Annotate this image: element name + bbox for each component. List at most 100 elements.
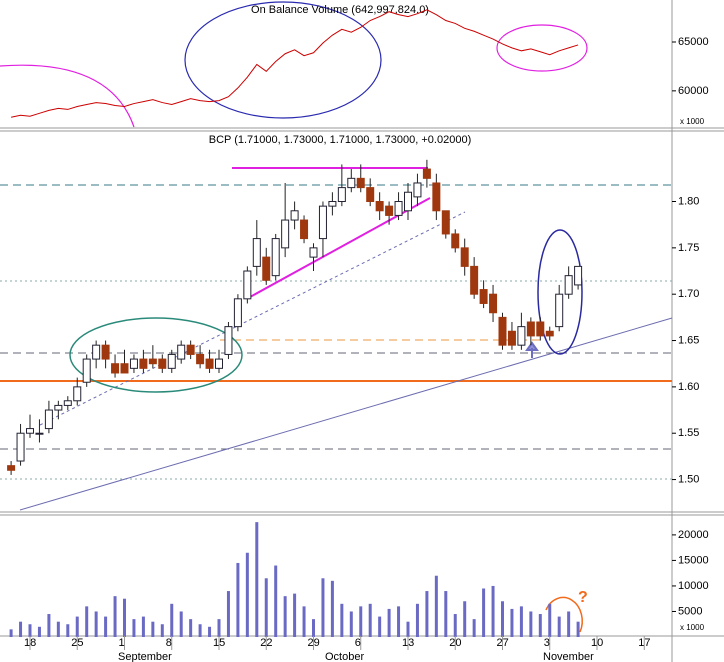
- volume-bar: [179, 611, 183, 637]
- candle-body: [92, 344, 101, 360]
- volume-bar: [236, 562, 240, 637]
- x-tick-label: 20: [449, 637, 461, 649]
- candle-body: [177, 344, 186, 360]
- x-tick-label: 22: [260, 637, 272, 649]
- candle-body: [460, 247, 469, 267]
- volume-bar: [104, 616, 108, 637]
- x-tick-label: 8: [166, 637, 172, 649]
- candle-body: [101, 344, 110, 360]
- volume-bar: [19, 621, 23, 637]
- candle-body: [215, 358, 223, 369]
- candle-body: [167, 353, 176, 369]
- volume-bar: [482, 588, 486, 637]
- volume-bar: [463, 601, 467, 637]
- candle-body: [404, 191, 412, 212]
- y-tick-label: 1.65: [678, 334, 699, 346]
- candle-body: [224, 326, 233, 355]
- candle-body: [196, 353, 205, 365]
- x-tick-label: 25: [71, 637, 83, 649]
- candle-body: [271, 238, 280, 277]
- x-tick-label: 13: [402, 637, 414, 649]
- volume-bar: [538, 614, 542, 637]
- volume-bar: [557, 616, 561, 637]
- volume-bar: [198, 624, 202, 637]
- candle-body: [385, 205, 394, 216]
- candle-body: [413, 182, 422, 198]
- candle-body: [158, 358, 167, 369]
- candle-body: [73, 386, 82, 402]
- x-tick-label: 6: [355, 637, 361, 649]
- month-label: September: [118, 651, 172, 662]
- candle-body: [63, 400, 72, 406]
- x-tick-label: 15: [213, 637, 225, 649]
- volume-bar: [66, 624, 70, 637]
- candle-body: [498, 316, 507, 346]
- candle-body: [318, 205, 327, 240]
- volume-bar: [567, 611, 571, 637]
- volume-bar: [444, 591, 448, 637]
- candle-body: [394, 201, 403, 216]
- obv-title: On Balance Volume (642,997,824.0): [251, 4, 429, 16]
- candle-body: [309, 247, 318, 258]
- volume-bar: [359, 606, 363, 637]
- candle-body: [111, 363, 120, 374]
- volume-bar: [85, 606, 89, 637]
- annotation: ?: [578, 589, 588, 606]
- candle-body: [35, 432, 44, 435]
- candle-body: [26, 428, 34, 434]
- y-tick-label: 60000: [678, 85, 709, 97]
- volume-bar: [141, 616, 145, 637]
- volume-bar: [368, 603, 372, 637]
- volume-bar: [123, 598, 126, 637]
- volume-bar: [245, 552, 249, 637]
- volume-bar: [406, 621, 410, 637]
- candle-body: [243, 270, 252, 300]
- x-tick-label: 17: [638, 637, 650, 649]
- candle-body: [536, 321, 545, 337]
- volume-bar: [491, 585, 495, 637]
- volume-bar: [283, 596, 287, 637]
- highlight-ellipse: [69, 317, 243, 393]
- candle-body: [44, 409, 53, 430]
- highlight-ellipse: [496, 24, 588, 72]
- candle-body: [129, 358, 138, 369]
- candle-body: [489, 293, 498, 314]
- volume-bar: [387, 608, 391, 637]
- arrow: [525, 341, 539, 358]
- candle-body: [262, 256, 271, 281]
- trend-line: [19, 317, 673, 511]
- candle-body: [337, 187, 346, 203]
- volume-bar: [151, 621, 155, 637]
- volume-bar: [321, 578, 325, 637]
- y-tick-label: 15000: [678, 554, 709, 566]
- volume-bar: [349, 611, 353, 637]
- volume-bar: [453, 614, 457, 637]
- candle-body: [441, 210, 450, 235]
- candle-body: [526, 321, 535, 337]
- candle-body: [186, 344, 195, 355]
- volume-bar: [113, 596, 117, 637]
- x-tick-label: 3: [544, 637, 550, 649]
- candle-body: [375, 201, 384, 212]
- volume-bar: [47, 614, 51, 637]
- volume-bar: [501, 601, 504, 637]
- obv-line: [10, 9, 579, 118]
- volume-bar: [576, 621, 580, 637]
- volume-bar: [330, 580, 334, 637]
- y-tick-label: 5000: [678, 605, 702, 617]
- candle-body: [233, 298, 242, 328]
- volume-bar: [274, 565, 278, 637]
- y-tick-label: 1.80: [678, 195, 699, 207]
- candle-body: [290, 210, 299, 221]
- volume-bar: [28, 624, 32, 637]
- candle-body: [82, 358, 91, 383]
- volume-bar: [340, 603, 344, 637]
- month-label: October: [325, 651, 364, 662]
- x-tick-label: 18: [24, 637, 36, 649]
- x-tick-label: 1: [119, 637, 125, 649]
- candle-body: [507, 330, 516, 346]
- candle-body: [16, 432, 25, 462]
- volume-bar: [226, 591, 230, 637]
